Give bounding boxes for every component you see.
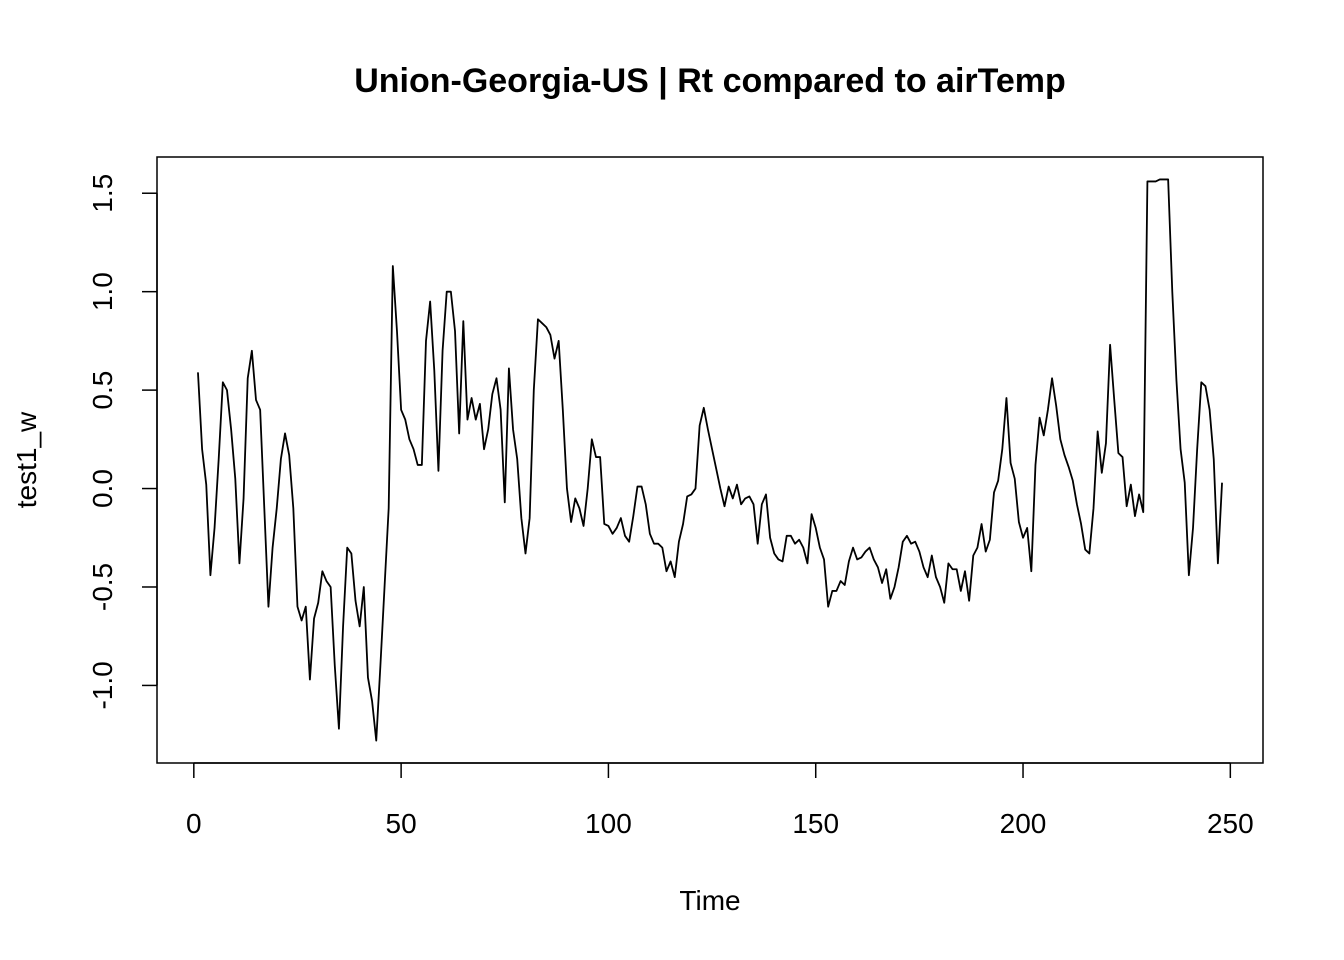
x-axis-label: Time (679, 885, 740, 916)
x-tick-label: 150 (792, 808, 839, 839)
y-tick-label: 1.5 (87, 174, 118, 213)
x-tick-label: 250 (1207, 808, 1254, 839)
y-tick-label: 0.0 (87, 469, 118, 508)
x-tick-label: 200 (1000, 808, 1047, 839)
chart-title: Union-Georgia-US | Rt compared to airTem… (354, 62, 1066, 100)
x-tick-label: 0 (186, 808, 202, 839)
x-tick-label: 50 (386, 808, 417, 839)
y-tick-label: 1.0 (87, 272, 118, 311)
y-tick-label: -0.5 (87, 563, 118, 611)
series-line (197, 178, 1223, 742)
x-tick-label: 100 (585, 808, 632, 839)
y-tick-label: -1.0 (87, 661, 118, 709)
y-tick-label: 0.5 (87, 371, 118, 410)
y-axis-label: test1_w (11, 411, 42, 508)
